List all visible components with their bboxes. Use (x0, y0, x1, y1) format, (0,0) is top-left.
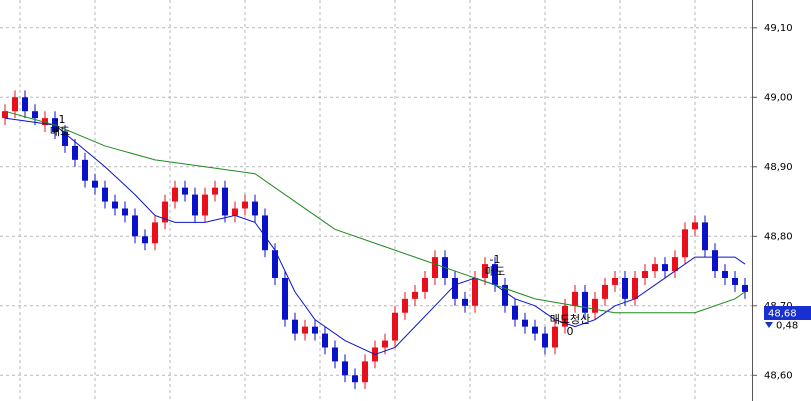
candle-body (132, 215, 138, 237)
candle-body (482, 264, 488, 278)
candle-body (382, 340, 388, 348)
candle-body (512, 305, 518, 320)
candle-body (112, 201, 118, 209)
annotation: -1 (490, 253, 501, 266)
moving-average (4, 110, 746, 314)
candle-body (242, 201, 248, 209)
candle-body (572, 291, 578, 306)
candle-body (632, 277, 638, 299)
candle-body (392, 312, 398, 341)
candle-body (402, 298, 408, 313)
candle-body (122, 208, 128, 216)
price-box (764, 306, 811, 320)
candle-body (212, 187, 218, 195)
candle-body (2, 111, 8, 119)
annotation: 매도청산 (550, 313, 590, 326)
last-price: 48,68 (768, 309, 797, 320)
y-tick-label: 49,10 (764, 23, 793, 34)
y-tick-label: 48,60 (764, 370, 793, 381)
candle-body (722, 271, 728, 278)
candle-body (252, 201, 258, 216)
candle-body (12, 97, 18, 112)
candle-body (172, 187, 178, 202)
change: 0,48 (776, 321, 798, 332)
candle-body (712, 250, 718, 272)
candle-body (142, 236, 148, 244)
annotation: 매도 (50, 125, 70, 138)
candle-body (162, 201, 168, 223)
candle-body (362, 361, 368, 383)
annotation: -1 (55, 113, 66, 126)
candle-body (102, 187, 108, 202)
y-tick-label: 48,90 (764, 162, 793, 173)
candle-body (682, 229, 688, 258)
candle-body (322, 333, 328, 348)
candle-body (662, 264, 668, 272)
candle-body (672, 257, 678, 272)
candle-body (412, 291, 418, 299)
candle-body (582, 291, 588, 313)
candle-body (732, 277, 738, 285)
candle-body (42, 118, 48, 126)
candle-body (302, 326, 308, 334)
candle-body (22, 97, 28, 112)
down-triangle (765, 322, 773, 328)
candle-body (352, 375, 358, 383)
candle-body (72, 145, 78, 160)
y-tick-label: 48,80 (764, 231, 793, 242)
candle-body (192, 194, 198, 216)
candle-body (652, 264, 658, 272)
candle-body (552, 326, 558, 348)
candle-body (82, 159, 88, 181)
candle-body (202, 194, 208, 216)
candle-body (702, 222, 708, 251)
candle-body (272, 250, 278, 278)
candle-body (462, 298, 468, 306)
y-tick-label: 49,00 (764, 92, 793, 103)
candle-body (522, 319, 528, 327)
candle-body (232, 208, 238, 216)
candle-body (292, 319, 298, 334)
candle-body (532, 326, 538, 334)
candle-body (642, 271, 648, 278)
candle-body (262, 215, 268, 251)
candle-body (612, 277, 618, 285)
candle-body (62, 132, 68, 146)
candle-body (742, 284, 748, 292)
candle-body (492, 264, 498, 285)
candle-body (432, 257, 438, 278)
moving-average (4, 117, 746, 355)
candle-body (562, 305, 568, 327)
candle-body (152, 222, 158, 244)
candle-body (282, 277, 288, 320)
candle-body (592, 298, 598, 313)
candle-body (422, 277, 428, 292)
candle-body (92, 180, 98, 188)
candle-body (602, 284, 608, 299)
candle-body (472, 277, 478, 306)
candle-body (182, 187, 188, 195)
annotation: 0 (567, 325, 574, 338)
candle-body (32, 111, 38, 119)
candle-body (542, 333, 548, 348)
candle-body (502, 284, 508, 306)
candle-body (622, 277, 628, 299)
candle-body (692, 222, 698, 230)
candle-body (332, 347, 338, 362)
annotation: 매도 (485, 265, 505, 278)
candle-body (312, 326, 318, 334)
candle-body (452, 277, 458, 299)
candle-body (342, 361, 348, 376)
candle-body (222, 187, 228, 216)
